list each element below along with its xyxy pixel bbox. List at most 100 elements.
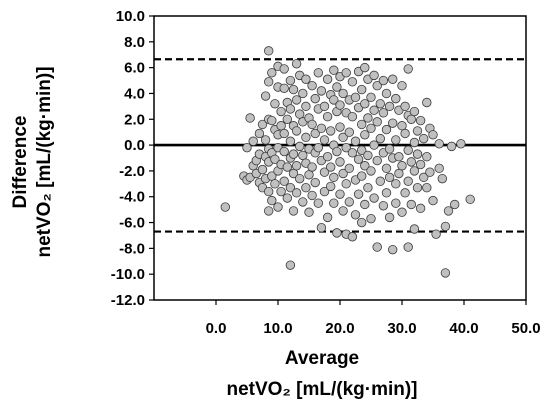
data-point	[322, 74, 333, 84]
data-point	[257, 164, 268, 175]
y-tick-label: 2.0	[124, 111, 145, 128]
data-point	[434, 139, 444, 149]
data-point	[326, 181, 336, 192]
data-point	[428, 130, 438, 140]
y-tick-label: 4.0	[124, 85, 145, 102]
data-point	[316, 123, 327, 134]
data-point	[279, 128, 289, 139]
data-point	[388, 118, 398, 128]
data-point	[344, 163, 355, 174]
data-point	[279, 64, 289, 74]
data-point	[276, 186, 286, 197]
data-point	[319, 101, 330, 112]
y-axis-unit: netVO₂ [mL/(kg·min)]	[34, 66, 55, 257]
data-point	[353, 189, 364, 199]
y-tick-label: 6.0	[124, 60, 145, 77]
data-point	[326, 126, 336, 136]
data-point	[301, 101, 311, 112]
x-axis-title: Average	[285, 348, 359, 369]
data-point	[419, 133, 429, 144]
data-point	[298, 88, 308, 99]
data-point	[400, 101, 410, 112]
data-point	[369, 193, 379, 203]
data-point	[332, 228, 342, 238]
data-point	[260, 91, 271, 101]
data-point	[357, 171, 367, 181]
data-point	[397, 161, 407, 171]
data-point	[332, 146, 342, 157]
data-point	[242, 142, 252, 153]
data-point	[316, 86, 327, 96]
data-point	[425, 167, 435, 177]
data-point	[415, 115, 426, 126]
data-point	[397, 121, 407, 131]
data-point	[307, 81, 317, 91]
data-point	[285, 75, 296, 86]
data-point	[329, 198, 339, 208]
data-point	[347, 232, 358, 242]
data-point	[366, 123, 376, 134]
x-tick-label: 0.0	[206, 320, 227, 337]
data-point	[285, 136, 296, 146]
data-point	[310, 128, 320, 139]
data-point	[260, 135, 271, 145]
data-point	[431, 229, 441, 239]
data-point	[335, 100, 345, 110]
data-point	[313, 198, 324, 208]
x-axis-ticks: 0.0 10.0 20.0 30.0 40.0 50.0	[206, 300, 541, 337]
data-point	[322, 152, 333, 162]
data-point	[295, 173, 305, 184]
y-axis-ticks: 10.0 8.0 6.0 4.0 2.0 0.0 -2.0 -4.0 -6.0 -8.0 -10.0…	[111, 8, 154, 309]
data-point	[245, 113, 255, 123]
data-point	[397, 207, 407, 217]
data-point	[422, 182, 432, 193]
data-point	[322, 212, 333, 223]
data-point	[372, 242, 382, 252]
data-point	[344, 197, 355, 207]
data-point	[384, 101, 395, 112]
data-point	[267, 195, 277, 206]
data-point	[270, 179, 280, 189]
data-point	[307, 190, 317, 201]
data-point	[412, 182, 423, 193]
data-point	[381, 163, 392, 174]
data-point	[270, 154, 280, 164]
y-tick-label: -4.0	[119, 189, 145, 206]
data-point	[307, 162, 317, 172]
data-point	[409, 166, 420, 176]
data-point	[310, 177, 320, 188]
data-point	[434, 163, 444, 174]
data-point	[360, 130, 370, 140]
y-tick-label: 10.0	[116, 8, 145, 25]
data-point	[391, 179, 401, 189]
data-point	[282, 114, 293, 124]
data-point	[344, 127, 355, 137]
y-tick-label: -8.0	[119, 240, 145, 257]
data-point	[248, 136, 258, 146]
data-point	[338, 132, 348, 143]
data-point	[341, 68, 351, 78]
data-point	[394, 168, 404, 179]
data-point	[338, 88, 348, 99]
data-point	[291, 188, 302, 198]
data-point	[357, 217, 367, 228]
data-point	[388, 244, 398, 255]
data-point	[406, 199, 417, 210]
y-axis-title: Difference	[10, 116, 31, 209]
y-tick-label: 8.0	[124, 34, 145, 51]
data-point	[406, 114, 417, 124]
data-point	[409, 106, 420, 117]
data-point	[319, 186, 330, 197]
data-point	[465, 194, 475, 205]
data-point	[369, 105, 379, 115]
data-point	[301, 132, 311, 143]
data-point	[419, 172, 429, 183]
data-points	[220, 46, 475, 278]
data-point	[378, 108, 389, 118]
data-point	[350, 210, 361, 220]
data-point	[291, 126, 302, 136]
data-point	[295, 109, 305, 119]
data-point	[326, 162, 336, 172]
data-point	[220, 202, 231, 212]
data-point	[446, 141, 457, 152]
